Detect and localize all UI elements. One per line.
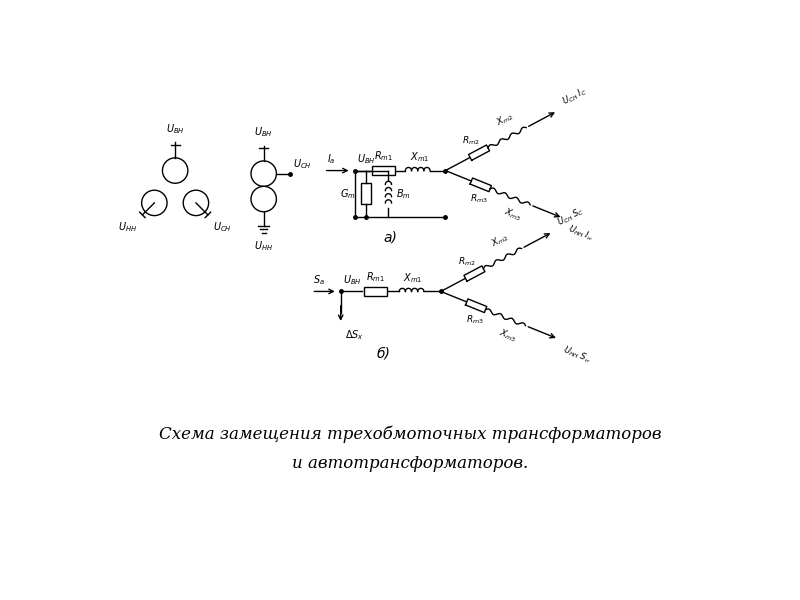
Circle shape — [251, 161, 277, 187]
Text: $X_{\mathit{m3}}$: $X_{\mathit{m3}}$ — [502, 205, 523, 224]
Text: $U_{\mathit{СН}}$: $U_{\mathit{СН}}$ — [214, 220, 232, 234]
Text: б): б) — [376, 347, 390, 361]
Circle shape — [142, 190, 167, 215]
Text: $U_{\mathit{ВН}}$: $U_{\mathit{ВН}}$ — [357, 152, 375, 166]
Polygon shape — [464, 266, 485, 281]
Text: $U_{\mathit{НН}}\ S_н$: $U_{\mathit{НН}}\ S_н$ — [561, 344, 592, 366]
Text: $X_{\mathit{m1}}$: $X_{\mathit{m1}}$ — [403, 271, 422, 285]
Bar — [371, 166, 394, 175]
Polygon shape — [469, 145, 490, 160]
Text: $R_{\mathit{m2}}$: $R_{\mathit{m2}}$ — [462, 135, 480, 147]
Text: $\Delta S_x$: $\Delta S_x$ — [345, 328, 363, 342]
Text: $X_{\mathit{m1}}$: $X_{\mathit{m1}}$ — [410, 151, 429, 164]
Polygon shape — [470, 178, 491, 191]
Text: $U_{\mathit{СН}}\ I_C$: $U_{\mathit{СН}}\ I_C$ — [560, 85, 589, 108]
Text: $S_a$: $S_a$ — [313, 273, 325, 287]
Text: $X_{\mathit{m3}}$: $X_{\mathit{m3}}$ — [497, 326, 518, 344]
Text: $R_{\mathit{m1}}$: $R_{\mathit{m1}}$ — [374, 149, 393, 163]
Text: $U_{\mathit{НН}}$: $U_{\mathit{НН}}$ — [118, 220, 137, 234]
Bar — [362, 183, 370, 205]
Text: $B_m$: $B_m$ — [396, 187, 411, 200]
Text: $R_{\mathit{m3}}$: $R_{\mathit{m3}}$ — [466, 313, 483, 326]
Text: $R_{\mathit{m3}}$: $R_{\mathit{m3}}$ — [470, 193, 488, 205]
Text: а): а) — [384, 230, 398, 245]
Text: $R_{\mathit{m1}}$: $R_{\mathit{m1}}$ — [366, 270, 385, 284]
Text: $U_{\mathit{ВН}}$: $U_{\mathit{ВН}}$ — [343, 273, 362, 287]
Text: $U_{\mathit{НН}}\ I_н$: $U_{\mathit{НН}}\ I_н$ — [566, 223, 594, 244]
Circle shape — [183, 190, 209, 215]
Text: $U_{\mathit{ВН}}$: $U_{\mathit{ВН}}$ — [166, 122, 185, 136]
Text: $U_{\mathit{НН}}$: $U_{\mathit{НН}}$ — [254, 239, 274, 253]
Text: $I_a$: $I_a$ — [327, 152, 335, 166]
Circle shape — [162, 158, 188, 183]
Text: $U_{\mathit{СН}}$: $U_{\mathit{СН}}$ — [294, 157, 312, 170]
Polygon shape — [466, 299, 486, 313]
Circle shape — [251, 187, 277, 212]
Text: Схема замещения трехобмоточных трансформаторов: Схема замещения трехобмоточных трансформ… — [158, 425, 662, 443]
Bar — [364, 287, 387, 296]
Text: $R_{\mathit{m2}}$: $R_{\mathit{m2}}$ — [458, 256, 476, 268]
Text: $U_{\mathit{ВН}}$: $U_{\mathit{ВН}}$ — [254, 125, 273, 139]
Text: $U_{\mathit{СН}}\ S_C$: $U_{\mathit{СН}}\ S_C$ — [555, 204, 586, 229]
Text: $G_m$: $G_m$ — [340, 187, 355, 200]
Text: $X_{\mathit{m2}}$: $X_{\mathit{m2}}$ — [490, 230, 511, 250]
Text: $X_{\mathit{m2}}$: $X_{\mathit{m2}}$ — [494, 110, 516, 129]
Text: и автотрансформаторов.: и автотрансформаторов. — [292, 455, 528, 472]
